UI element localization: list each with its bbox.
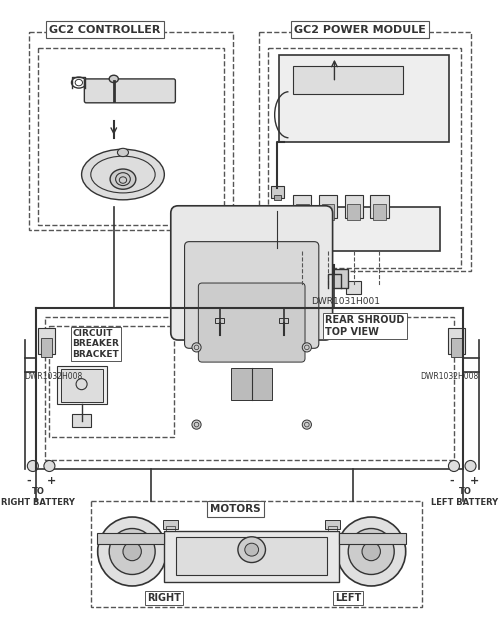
Text: DWR1031H001: DWR1031H001 xyxy=(312,297,380,306)
FancyBboxPatch shape xyxy=(198,283,305,362)
Bar xyxy=(373,204,386,220)
Bar xyxy=(344,195,363,218)
Ellipse shape xyxy=(28,460,38,472)
Bar xyxy=(271,187,284,197)
Bar xyxy=(166,526,175,531)
Polygon shape xyxy=(62,370,102,401)
Bar xyxy=(370,195,388,218)
Bar xyxy=(97,533,164,544)
Bar xyxy=(72,413,91,427)
Text: RIGHT: RIGHT xyxy=(148,593,182,603)
Text: TO
LEFT BATTERY: TO LEFT BATTERY xyxy=(432,487,498,506)
Ellipse shape xyxy=(348,529,394,575)
Text: MOTORS: MOTORS xyxy=(210,504,260,514)
Bar xyxy=(164,520,178,529)
Polygon shape xyxy=(280,55,450,142)
Bar xyxy=(319,195,337,218)
Text: GC2 CONTROLLER: GC2 CONTROLLER xyxy=(49,25,160,35)
Ellipse shape xyxy=(109,75,118,82)
Bar xyxy=(325,520,340,529)
FancyBboxPatch shape xyxy=(84,79,176,103)
Ellipse shape xyxy=(465,460,476,472)
Ellipse shape xyxy=(192,420,201,429)
Ellipse shape xyxy=(109,529,155,575)
Text: -: - xyxy=(450,476,454,486)
Ellipse shape xyxy=(245,543,258,556)
Bar xyxy=(451,338,462,356)
Bar xyxy=(348,204,360,220)
Polygon shape xyxy=(176,537,327,575)
Bar xyxy=(322,204,334,220)
Text: +: + xyxy=(470,476,479,486)
Ellipse shape xyxy=(448,460,460,472)
Text: REAR SHROUD
TOP VIEW: REAR SHROUD TOP VIEW xyxy=(325,315,404,337)
Bar xyxy=(346,281,361,294)
Bar xyxy=(293,195,312,218)
Ellipse shape xyxy=(44,460,55,472)
Text: +: + xyxy=(46,476,56,486)
Polygon shape xyxy=(232,368,272,400)
Polygon shape xyxy=(57,366,108,404)
Bar xyxy=(274,195,281,200)
Polygon shape xyxy=(164,531,339,582)
Bar xyxy=(295,281,310,294)
Ellipse shape xyxy=(82,149,164,200)
Text: GC2 POWER MODULE: GC2 POWER MODULE xyxy=(294,25,426,35)
Ellipse shape xyxy=(123,542,142,561)
Polygon shape xyxy=(274,207,440,251)
FancyBboxPatch shape xyxy=(184,242,319,348)
FancyBboxPatch shape xyxy=(171,206,332,340)
Ellipse shape xyxy=(192,343,201,352)
Ellipse shape xyxy=(238,537,266,563)
Ellipse shape xyxy=(118,148,128,156)
Ellipse shape xyxy=(110,169,136,189)
Bar xyxy=(41,338,52,356)
Text: CIRCUIT
BREAKER
BRACKET: CIRCUIT BREAKER BRACKET xyxy=(72,329,120,359)
Text: LEFT: LEFT xyxy=(335,593,361,603)
Ellipse shape xyxy=(302,343,312,352)
Polygon shape xyxy=(293,66,404,94)
Bar xyxy=(38,328,55,354)
Bar xyxy=(339,533,406,544)
Text: DWR1032H008: DWR1032H008 xyxy=(24,372,83,381)
Bar xyxy=(280,318,288,323)
Ellipse shape xyxy=(98,517,166,586)
Text: -: - xyxy=(26,476,30,486)
Text: DWR1032H008: DWR1032H008 xyxy=(420,372,479,381)
Text: TO
RIGHT BATTERY: TO RIGHT BATTERY xyxy=(2,487,76,506)
Bar xyxy=(448,328,465,354)
Ellipse shape xyxy=(362,542,380,561)
Bar xyxy=(215,318,224,323)
Ellipse shape xyxy=(302,420,312,429)
Bar xyxy=(320,269,348,287)
Bar xyxy=(296,204,308,220)
Ellipse shape xyxy=(336,517,406,586)
Bar xyxy=(328,526,337,531)
